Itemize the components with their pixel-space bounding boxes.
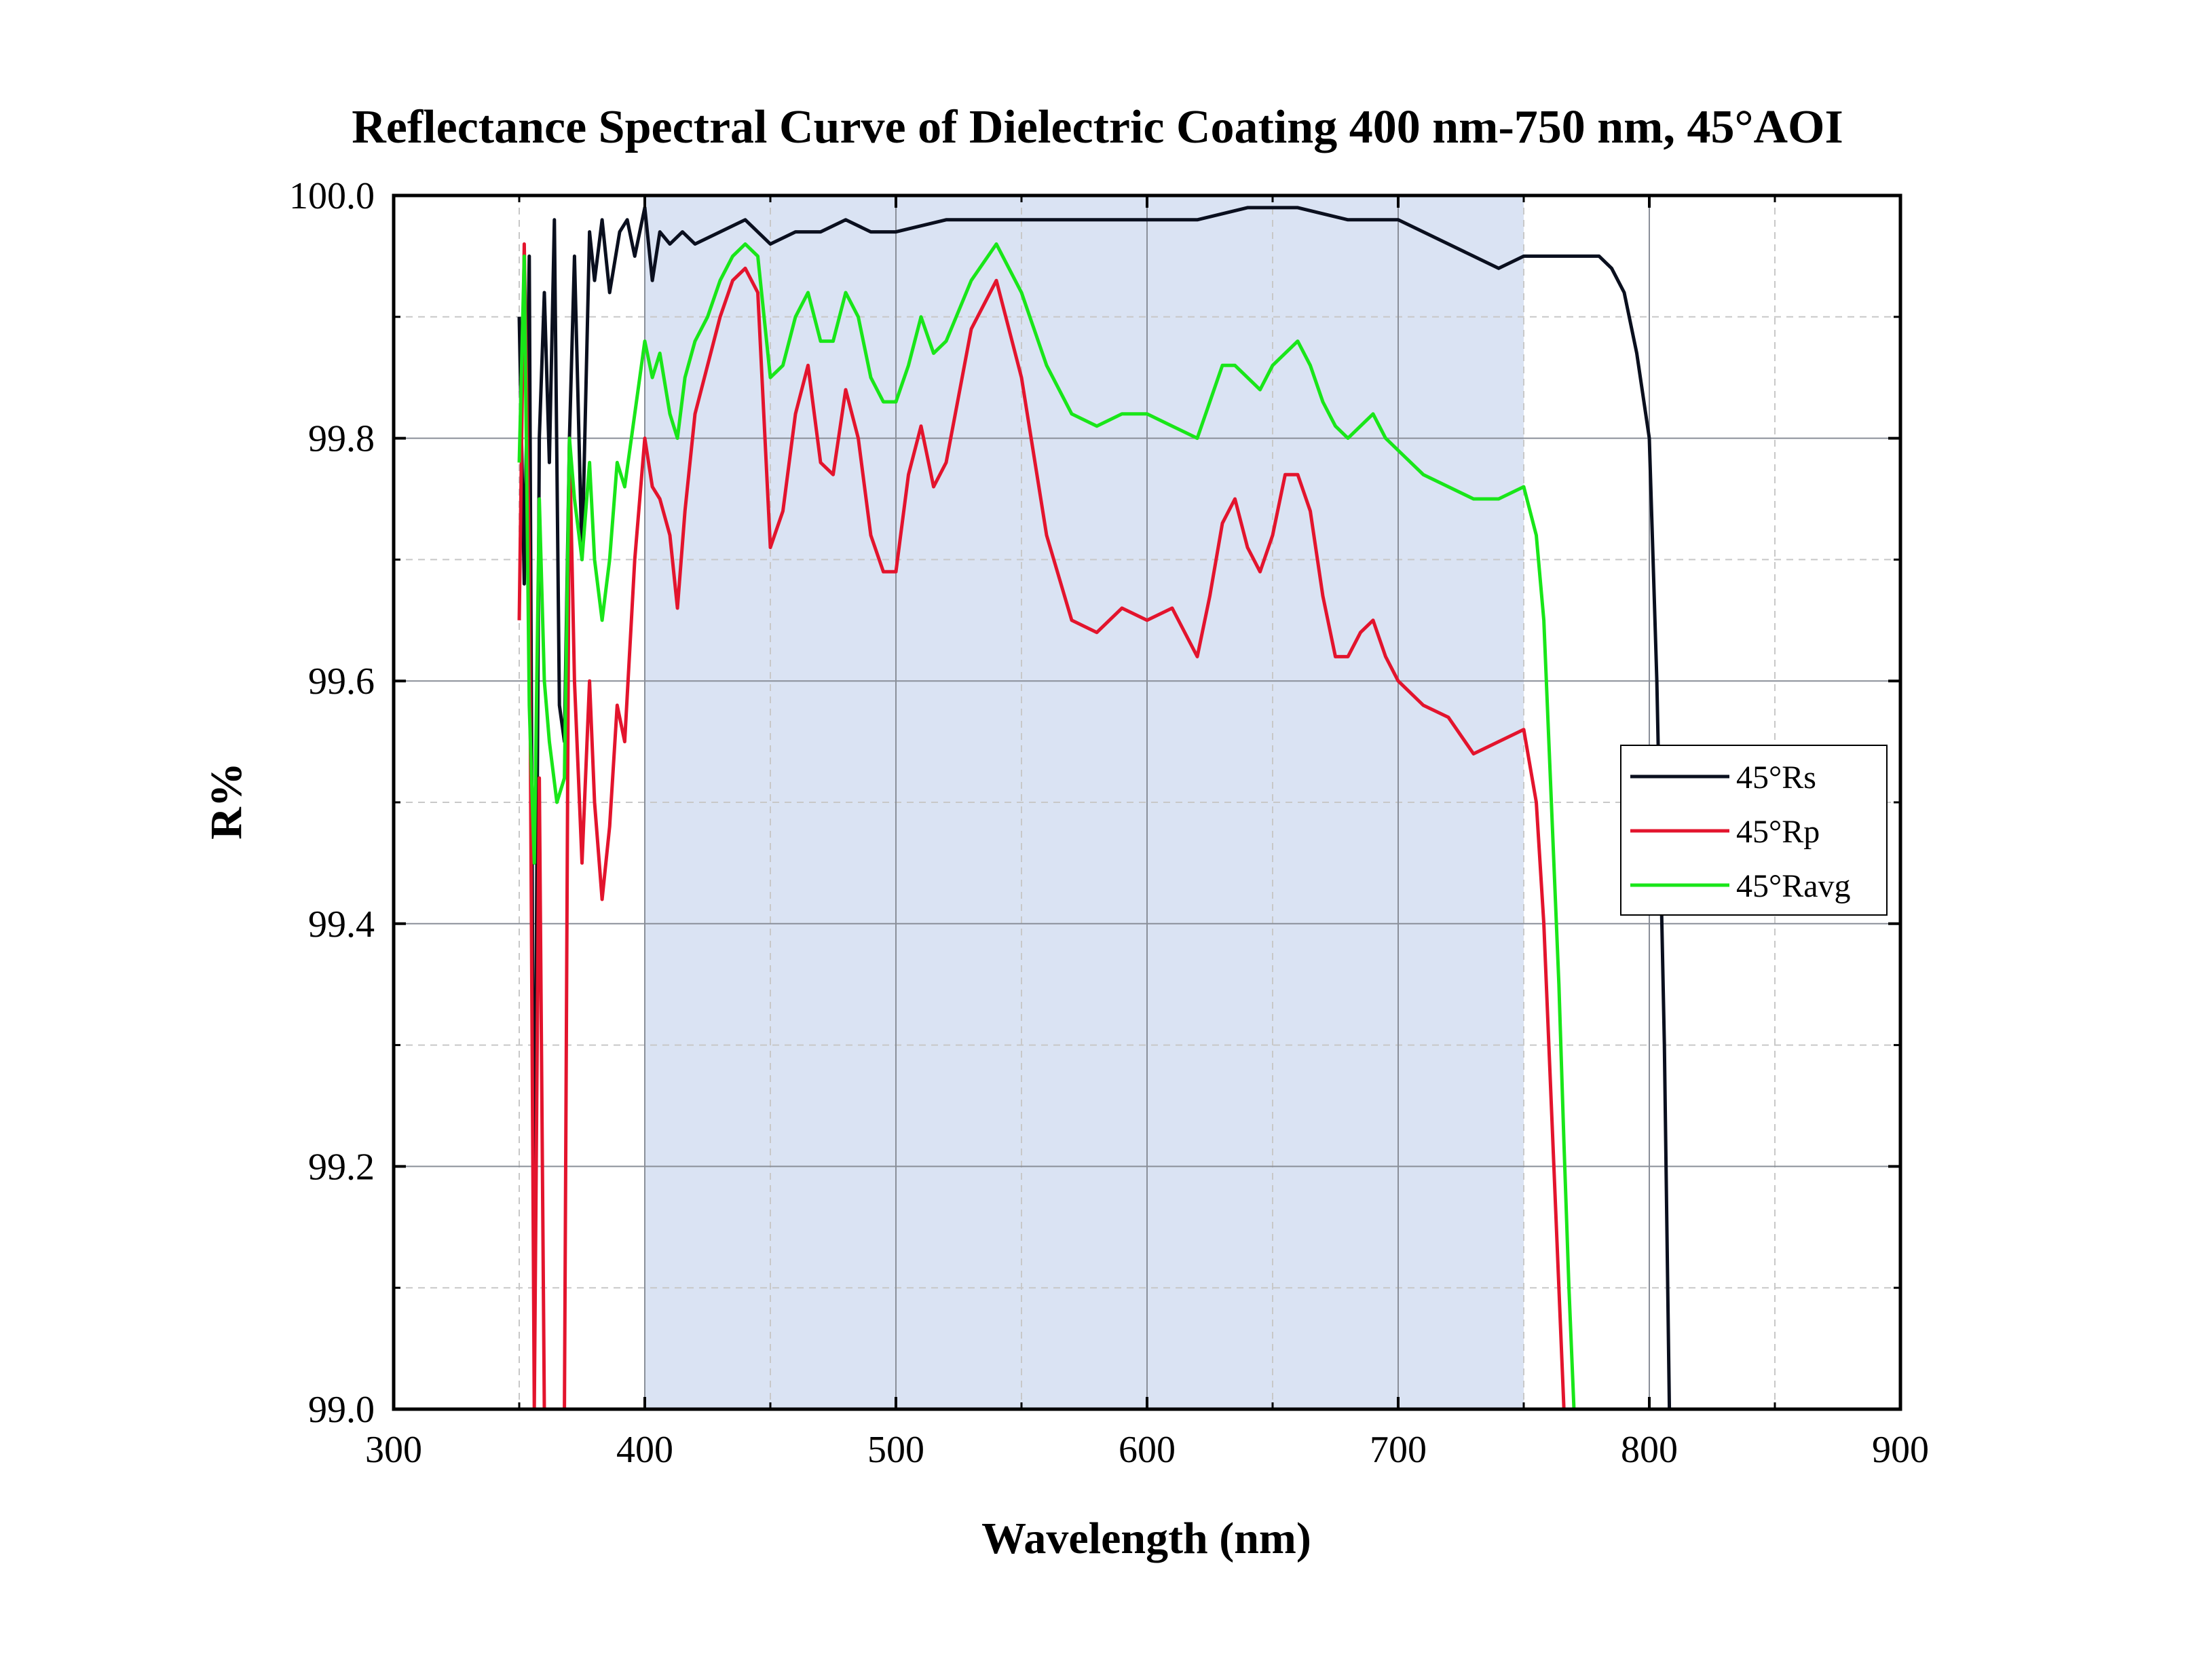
y-tick-label: 99.4 bbox=[308, 903, 375, 946]
x-tick-label: 700 bbox=[1370, 1429, 1427, 1471]
legend-label: 45°Rp bbox=[1736, 814, 1820, 850]
y-tick-label: 99.2 bbox=[308, 1146, 375, 1188]
x-tick-label: 400 bbox=[616, 1429, 673, 1471]
y-tick-label: 99.6 bbox=[308, 660, 375, 703]
x-tick-label: 900 bbox=[1872, 1429, 1929, 1471]
y-tick-label: 100.0 bbox=[289, 175, 375, 217]
legend: 45°Rs 45°Rp 45°Ravg bbox=[1620, 745, 1888, 916]
legend-label: 45°Rs bbox=[1736, 760, 1816, 796]
y-tick-label: 99.8 bbox=[308, 418, 375, 460]
x-axis-title: Wavelength (nm) bbox=[981, 1514, 1311, 1563]
legend-label: 45°Ravg bbox=[1736, 868, 1851, 904]
plot-area: 300 400 500 600 700 800 900 99.0 99.2 99.4 99.6 99.… bbox=[289, 175, 1929, 1471]
x-tick-label: 600 bbox=[1119, 1429, 1176, 1471]
series-line-45°Ravg bbox=[517, 242, 1576, 1409]
chart-title: Reflectance Spectral Curve of Dielectric… bbox=[352, 101, 1843, 153]
y-tick-label: 99.0 bbox=[308, 1389, 375, 1431]
x-tick-label: 300 bbox=[365, 1429, 422, 1471]
x-tick-label: 500 bbox=[867, 1429, 924, 1471]
y-axis-title: R% bbox=[202, 762, 251, 840]
series-line-45°Rp bbox=[517, 242, 1566, 1409]
x-tick-label: 800 bbox=[1621, 1429, 1678, 1471]
